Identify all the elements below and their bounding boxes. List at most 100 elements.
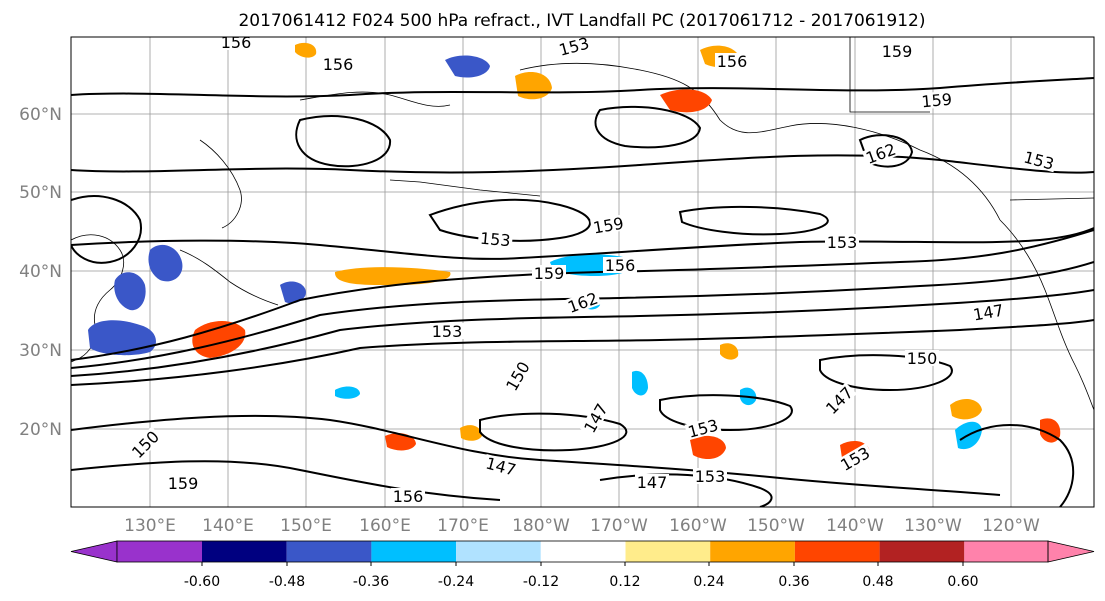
contour-label: 156 (717, 52, 748, 71)
colorbar-tick-label: -0.36 (353, 574, 389, 590)
contour-label: 153 (827, 233, 858, 252)
contour-label-background (219, 37, 253, 50)
contour-label: 156 (221, 33, 252, 52)
border-us-canada (1009, 197, 1094, 201)
colorbar-cell (286, 541, 372, 562)
contour-label-background (590, 214, 627, 236)
negative-anomaly-patch (148, 244, 183, 282)
colorbar-cell (794, 541, 880, 562)
longitude-label: 180°W (512, 516, 570, 536)
colorbar-outline (116, 540, 1049, 563)
contour-label-background (684, 416, 722, 441)
colorbar-cell (625, 541, 711, 562)
contour-label-background (502, 357, 533, 395)
contour-label-background (477, 229, 513, 249)
colorbar-cell (710, 541, 795, 562)
contour-label: 156 (393, 487, 424, 506)
contour-lines (71, 77, 1094, 507)
coastline-north-america (999, 219, 1094, 411)
colorbar-extend-max-arrow (1047, 540, 1095, 563)
positive-anomaly-patch (660, 89, 712, 113)
colorbar: -0.60 -0.48 -0.36 -0.24 -0.12 0.12 0.24 0.36 0.4… (70, 540, 1095, 590)
negative-anomaly-patch (445, 55, 490, 78)
longitude-label: 160°E (359, 516, 411, 536)
positive-anomaly-patch (385, 433, 416, 451)
colorbar-tick-label: 0.12 (609, 574, 640, 590)
contour-label-background (861, 139, 900, 167)
longitude-label: 170°E (437, 516, 489, 536)
contour-label: 153 (557, 33, 591, 59)
positive-anomaly-patch (950, 398, 982, 420)
contour-label-background (430, 323, 464, 339)
contour-label-background (880, 43, 914, 59)
colorbar-cells (70, 540, 1095, 563)
colorbar-tick-label: 0.36 (778, 574, 809, 590)
contour-label: 150 (907, 349, 938, 368)
contour-label-background (563, 288, 602, 316)
longitude-label: 130°W (904, 516, 962, 536)
latitude-label: 50°N (19, 183, 62, 203)
contour-label-background (391, 488, 425, 504)
contour-line (71, 289, 1094, 377)
coastline-kamchatka (199, 139, 242, 229)
contour-line (295, 115, 392, 168)
contour-line (71, 460, 501, 501)
contour-line (71, 227, 1094, 260)
contour-line (71, 229, 1094, 361)
colorbar-cell (371, 541, 457, 562)
contour-label-background (970, 301, 1007, 323)
longitude-label: 130°E (124, 516, 176, 536)
map-frame (70, 36, 1095, 508)
colorbar-tick-label: -0.12 (523, 574, 559, 590)
coastline-alaska (519, 62, 1001, 221)
longitude-label: 140°E (202, 516, 254, 536)
contour-label-background (693, 468, 727, 484)
contour-line (819, 354, 953, 392)
positive-anomaly-patch (192, 321, 246, 358)
contour-label: 156 (323, 55, 354, 74)
colorbar-tick-label: -0.48 (269, 574, 305, 590)
contour-line (71, 77, 1094, 98)
contour-label: 153 (432, 322, 463, 341)
figure-title: 2017061412 F024 500 hPa refract., IVT La… (238, 11, 925, 31)
negative-anomaly-patch (632, 370, 648, 396)
colorbar-tick-label: -0.60 (184, 574, 220, 590)
contour-label-background (555, 37, 593, 59)
contour-label-background (836, 443, 874, 474)
colorbar-cell (202, 541, 287, 562)
longitude-label: 160°W (669, 516, 727, 536)
contour-label: 159 (168, 474, 199, 493)
contour-label-background (635, 474, 669, 490)
contour-line (71, 195, 142, 264)
positive-anomaly-patch (295, 42, 317, 58)
contour-label: 153 (695, 467, 726, 486)
contour-label-background (919, 90, 955, 110)
contour-label-background (166, 475, 200, 491)
contour-label-background (321, 56, 355, 72)
contour-label-background (821, 382, 857, 418)
contour-label: 159 (921, 90, 953, 112)
contour-label: 153 (479, 229, 511, 251)
contour-line (678, 205, 829, 236)
negative-anomaly-patch (114, 272, 146, 311)
longitude-label: 150°W (747, 516, 805, 536)
coastline-japan (179, 249, 279, 306)
longitude-label: 120°W (982, 516, 1040, 536)
contour-line (71, 154, 1094, 174)
colorbar-tick-label: 0.60 (947, 574, 978, 590)
latitude-label: 60°N (19, 105, 62, 125)
latitude-label: 40°N (19, 262, 62, 282)
colorbar-extend-min-arrow (70, 540, 118, 563)
contour-line (71, 414, 1001, 496)
latitude-label: 30°N (19, 341, 62, 361)
contour-label-background (1020, 148, 1058, 173)
longitude-label: 140°W (826, 516, 884, 536)
colorbar-cell (879, 541, 965, 562)
positive-anomaly-patch (460, 425, 482, 441)
contour-label: 147 (637, 473, 668, 492)
contour-label-background (603, 257, 637, 273)
contour-line (659, 394, 793, 432)
